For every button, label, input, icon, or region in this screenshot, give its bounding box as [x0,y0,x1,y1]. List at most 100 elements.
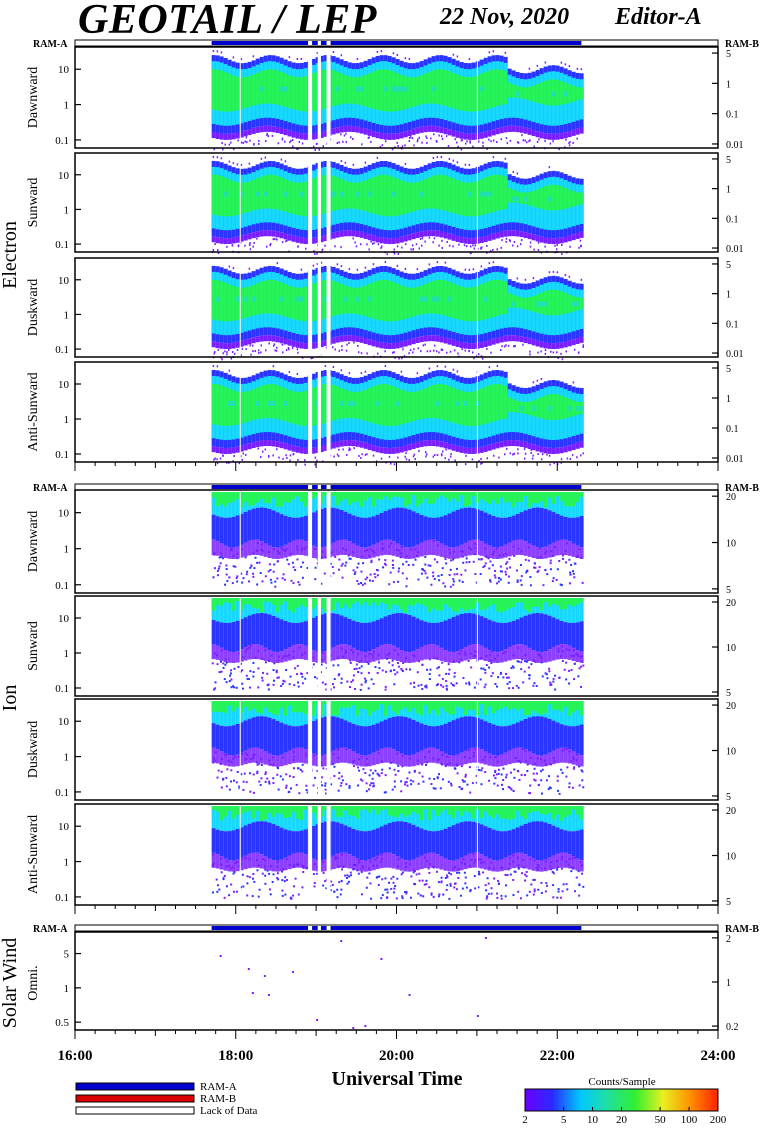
solarwind-panel-ytick-label-2: 0.5 [55,1017,69,1029]
electron-panel-2-data-gap-1 [317,259,321,356]
electron-panel-3-right-tick-label-3: 0.01 [726,454,744,465]
electron-panel-1-spectrogram [211,155,584,256]
ion-panel-1-right-tick-label-0: 20 [726,598,736,609]
colorbar-tick-label-2: 10 [587,1114,599,1126]
electron-mode-ram-a-label: RAM-A [33,39,68,50]
solarwind-mode-ram-b-label: RAM-B [725,924,759,935]
ion-panel-3-data-gap-2 [326,805,331,904]
instrument-title: GEOTAIL / LEP [78,0,377,43]
electron-panel-1-right-tick-label-1: 1 [726,185,731,196]
ion-panel-2-thin-gap-1 [476,700,478,799]
electron-panel-0-frame [74,46,719,149]
ion-panel-0-right-tick-label-2: 5 [726,585,731,596]
ion-panel-2-right-tick-label-0: 20 [726,701,736,712]
solarwind-panel-right-tick-label-1: 1 [726,978,731,989]
ion-panel-0-ytick-label-0: 10 [58,508,70,520]
electron-panel-1-data-gap-0 [308,154,313,251]
electron-panel-0-right-tick-label-0: 5 [726,49,731,60]
ion-panel-2-data-gap-0 [308,700,313,799]
electron-panel-3-thin-gap-0 [239,363,241,461]
electron-panel-0-ytick-label-1: 1 [64,100,70,112]
ion-panel-1-right-tick-label-1: 10 [726,643,736,654]
solarwind-mode-gap-0 [308,926,313,930]
colorbar-tick-label-5: 100 [681,1114,698,1126]
ion-mode-ram-a-label: RAM-A [33,483,68,494]
solarwind-point-9 [364,1025,367,1027]
electron-panel-1-ytick-label-1: 1 [64,204,70,216]
solarwind-point-5 [292,971,295,973]
electron-panel-1-data-gap-1 [317,154,321,251]
ion-panel-1-ytick-label-0: 10 [58,613,70,625]
electron-panel-0-right-tick-label-2: 0.1 [726,110,739,121]
ion-panel-1-ytick-label-2: 0.1 [55,683,69,695]
electron-mode-gap-1 [317,41,321,45]
electron-panel-2-spectrogram [211,261,585,361]
legend-label-1: RAM-B [200,1093,236,1105]
ion-panel-label-1: Sunward [26,621,41,671]
ion-panel-1-data-gap-1 [317,597,321,695]
ion-panel-0-thin-gap-1 [476,491,478,592]
electron-group-label: Electron [0,221,21,289]
solarwind-point-2 [251,992,254,994]
observation-date: 22 Nov, 2020 [440,4,570,30]
solarwind-mode-gap-1 [317,926,321,930]
solarwind-point-10 [380,958,383,960]
electron-panel-2-ytick-label-0: 10 [58,275,70,287]
electron-panel-2-data-gap-0 [308,259,313,356]
electron-panel-3-right-tick-label-0: 5 [726,364,731,375]
ion-panel-1-right-tick-label-2: 5 [726,688,731,699]
ion-panel-3-data-gap-0 [308,805,313,904]
ion-panel-0-frame [74,489,719,594]
ion-panel-1-thin-gap-1 [476,597,478,695]
ion-panel-0-data-gap-2 [326,491,331,592]
ion-panel-1-thin-gap-0 [239,597,241,695]
ion-panel-0-ytick-label-1: 1 [64,544,70,556]
electron-panel-2-right-tick-label-2: 0.1 [726,319,739,330]
ion-panel-2-right-tick-label-1: 10 [726,747,736,758]
solarwind-mode-ram-a-label: RAM-A [33,924,68,935]
legend-swatch-1 [75,1094,195,1103]
solarwind-point-13 [484,937,487,939]
electron-panel-2-ytick-label-2: 0.1 [55,344,69,356]
solarwind-panel-frame [74,931,719,1031]
colorbar-tick-label-0: 2 [522,1114,528,1126]
colorbar-tick-label-1: 5 [561,1114,567,1126]
electron-panel-3-data-gap-1 [317,363,321,461]
electron-panel-1-ytick-label-0: 10 [58,170,70,182]
ion-panel-2-frame [74,698,719,801]
electron-panel-label-3: Anti-Sunward [26,372,41,451]
ion-mode-ram-a-bar [211,485,582,489]
ion-panel-0-spectrogram [211,492,584,588]
electron-panel-0-thin-gap-0 [239,48,241,147]
ion-panel-2-right-tick-label-2: 5 [726,792,731,803]
electron-panel-3-thin-gap-1 [476,363,478,461]
ion-panel-3-data-gap-1 [317,805,321,904]
editor-label: Editor-A [615,4,702,30]
solarwind-panel-right-tick-label-0: 2 [726,934,731,945]
electron-panel-3-right-tick-label-2: 0.1 [726,424,739,435]
ion-panel-3-ytick-label-2: 0.1 [55,892,69,904]
ion-panel-3-ytick-label-1: 1 [64,857,70,869]
solarwind-point-8 [352,1027,355,1029]
electron-panel-3-ytick-label-0: 10 [58,379,70,391]
ion-panel-1-frame [74,595,719,697]
colorbar-title: Counts/Sample [588,1076,655,1088]
electron-panel-2-right-tick-label-3: 0.01 [726,349,744,360]
ion-panel-3-thin-gap-0 [239,805,241,904]
electron-panel-label-2: Duskward [26,279,41,337]
ion-mode-ram-b-label: RAM-B [725,483,759,494]
electron-panel-2-ytick-label-1: 1 [64,309,70,321]
electron-panel-2-right-tick-label-1: 1 [726,290,731,301]
electron-panel-0-thin-gap-1 [476,48,478,147]
ion-panel-2-ytick-label-0: 10 [58,716,70,728]
ion-panel-2-thin-gap-0 [239,700,241,799]
solarwind-panel-ytick-label-1: 1 [64,983,70,995]
electron-panel-0-ytick-label-0: 10 [58,64,70,76]
electron-panel-3-ytick-label-2: 0.1 [55,449,69,461]
ion-panel-3-right-tick-label-2: 5 [726,897,731,908]
ion-panel-label-0: Dawnward [26,511,41,572]
electron-panel-1-ytick-label-2: 0.1 [55,239,69,251]
electron-mode-ram-b-label: RAM-B [725,39,759,50]
ion-panel-1-data-gap-0 [308,597,313,695]
